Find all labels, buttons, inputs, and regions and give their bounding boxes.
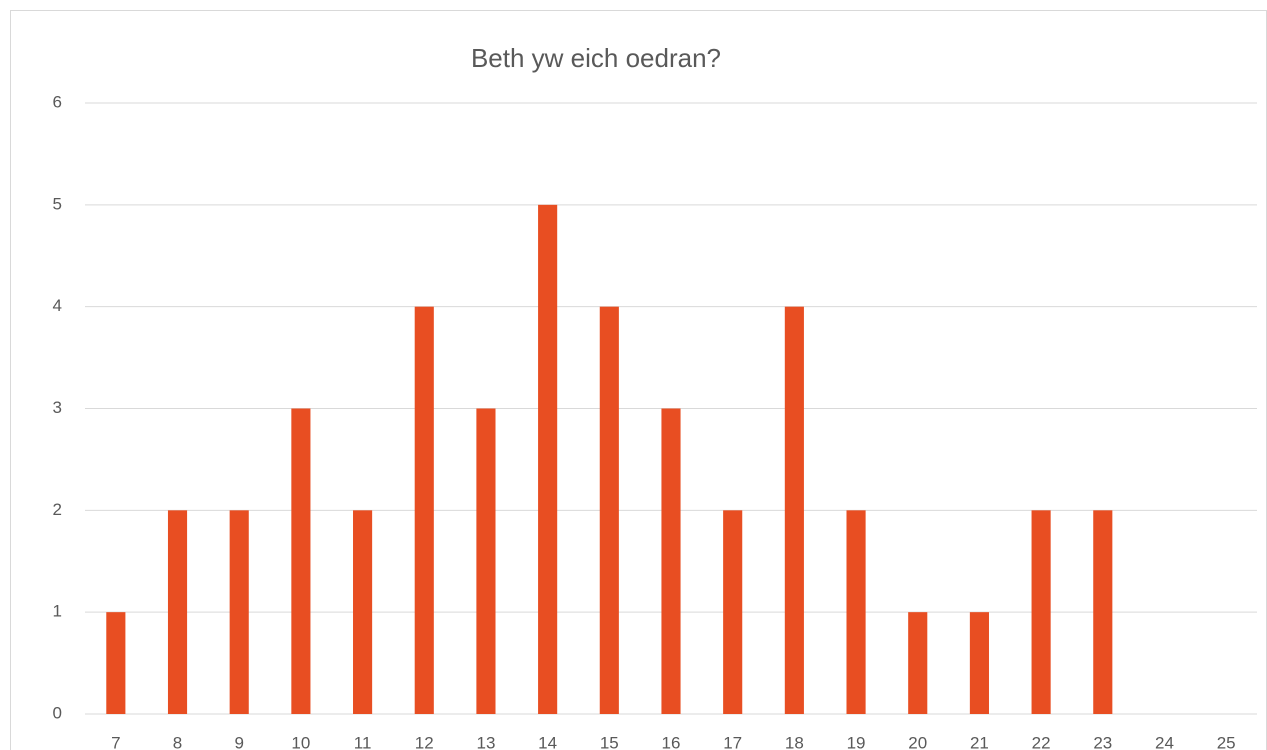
x-tick-label: 21 xyxy=(970,733,989,750)
x-tick-label: 20 xyxy=(908,733,927,750)
y-tick-label: 3 xyxy=(53,398,62,417)
x-tick-label: 14 xyxy=(538,733,557,750)
x-tick-label: 22 xyxy=(1032,733,1051,750)
y-tick-label: 4 xyxy=(53,296,62,315)
x-tick-label: 19 xyxy=(847,733,866,750)
bar xyxy=(661,408,681,714)
bar xyxy=(106,612,126,714)
y-tick-label: 6 xyxy=(53,92,62,111)
y-tick-label: 2 xyxy=(53,500,62,519)
x-tick-label: 23 xyxy=(1093,733,1112,750)
bar xyxy=(784,306,804,714)
bar xyxy=(1031,510,1051,714)
bar xyxy=(908,612,928,714)
bar xyxy=(846,510,866,714)
x-tick-label: 15 xyxy=(600,733,619,750)
bar xyxy=(723,510,743,714)
bar xyxy=(291,408,311,714)
x-tick-label: 18 xyxy=(785,733,804,750)
bar xyxy=(476,408,496,714)
bar xyxy=(229,510,249,714)
x-tick-label: 24 xyxy=(1155,733,1174,750)
chart-title: Beth yw eich oedran? xyxy=(471,43,721,73)
bar xyxy=(969,612,989,714)
x-tick-label: 13 xyxy=(476,733,495,750)
bar xyxy=(1093,510,1113,714)
x-tick-label: 25 xyxy=(1217,733,1236,750)
bar xyxy=(538,204,558,715)
x-tick-label: 17 xyxy=(723,733,742,750)
x-tick-label: 9 xyxy=(234,733,243,750)
y-tick-label: 0 xyxy=(53,703,62,722)
x-tick-label: 11 xyxy=(354,733,372,750)
x-tick-label: 12 xyxy=(415,733,434,750)
x-tick-label: 7 xyxy=(111,733,120,750)
x-tick-label: 16 xyxy=(662,733,681,750)
bar xyxy=(167,510,188,714)
x-tick-label: 10 xyxy=(291,733,310,750)
bar xyxy=(353,510,373,714)
chart-border xyxy=(10,10,1267,750)
bar xyxy=(599,306,619,714)
y-tick-label: 1 xyxy=(53,602,62,621)
bar xyxy=(414,306,434,714)
x-tick-label: 8 xyxy=(173,733,182,750)
y-tick-label: 5 xyxy=(53,194,62,213)
